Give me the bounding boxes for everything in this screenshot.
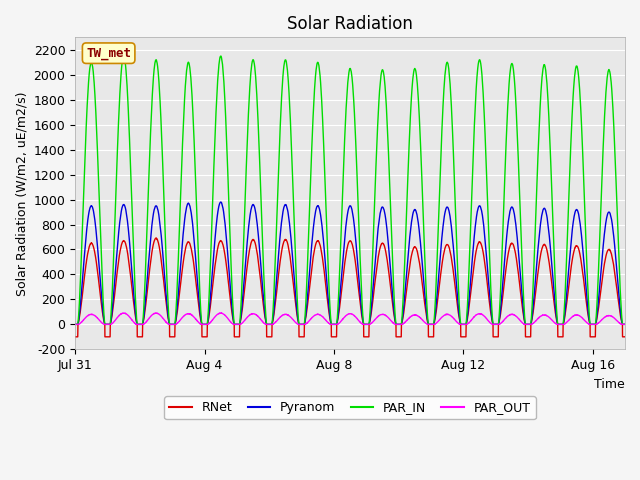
PAR_IN [122,61,129,67]
Title: Solar Radiation: Solar Radiation [287,15,413,33]
Pyranom [186,203,193,208]
Pyranom [71,322,79,327]
PAR_IN [186,65,194,71]
Line: PAR_IN: PAR_IN [75,56,625,324]
Text: TW_met: TW_met [86,47,131,60]
RNet [186,241,194,247]
Pyranom [122,204,129,210]
PAR_IN [409,74,417,80]
PAR_IN [120,53,128,59]
PAR_IN [403,192,411,198]
PAR_IN [621,322,629,327]
PAR_IN [464,289,472,295]
PAR_OUT [159,315,166,321]
Line: RNet: RNet [75,238,625,337]
PAR_OUT [216,310,224,316]
RNet [122,240,129,246]
PAR_OUT [403,317,411,323]
RNet [159,271,167,276]
Pyranom [159,250,166,256]
PAR_OUT [464,321,472,326]
Pyranom [217,199,225,205]
PAR_OUT [122,311,129,316]
RNet [71,334,79,340]
Y-axis label: Solar Radiation (W/m2, uE/m2/s): Solar Radiation (W/m2, uE/m2/s) [15,91,28,296]
Pyranom [403,264,411,269]
PAR_OUT [186,311,193,317]
RNet [409,247,417,252]
Line: Pyranom: Pyranom [75,202,625,324]
Legend: RNet, Pyranom, PAR_IN, PAR_OUT: RNet, Pyranom, PAR_IN, PAR_OUT [164,396,536,419]
RNet [403,282,411,288]
PAR_OUT [71,322,79,327]
PAR_IN [159,166,167,171]
RNet [152,235,160,241]
PAR_IN [71,322,79,327]
PAR_OUT [409,312,417,318]
Line: PAR_OUT: PAR_OUT [75,313,625,324]
Pyranom [464,307,472,313]
RNet [621,334,629,340]
RNet [464,312,472,317]
Pyranom [621,322,629,327]
Pyranom [409,210,417,216]
PAR_OUT [621,322,629,327]
X-axis label: Time: Time [595,378,625,391]
